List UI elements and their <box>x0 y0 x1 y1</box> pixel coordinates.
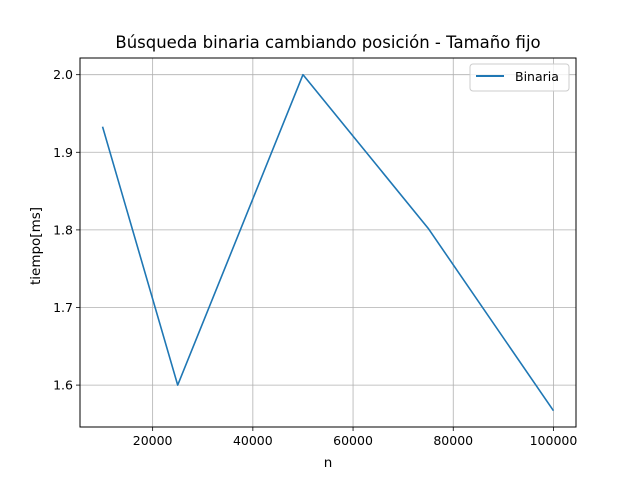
x-tick-label: 100000 <box>530 433 578 448</box>
plot-data <box>103 75 554 411</box>
x-tick-label: 60000 <box>333 433 373 448</box>
y-tick-label: 1.8 <box>53 222 73 237</box>
axis-ticks: 20000 40000 60000 80000 100000 1.6 1.7 1.8 1.9 2.… <box>53 67 577 448</box>
legend: Binaria <box>470 64 569 91</box>
legend-label: Binaria <box>515 69 559 84</box>
chart-title: Búsqueda binaria cambiando posición - Ta… <box>115 33 540 52</box>
plot-frame <box>80 58 576 427</box>
y-tick-label: 1.9 <box>53 145 73 160</box>
x-axis-label: n <box>324 455 333 471</box>
x-tick-label: 40000 <box>233 433 273 448</box>
y-axis-label: tiempo[ms] <box>28 207 44 285</box>
grid <box>80 58 576 427</box>
y-tick-label: 2.0 <box>53 67 73 82</box>
x-tick-label: 20000 <box>133 433 173 448</box>
x-tick-label: 80000 <box>433 433 473 448</box>
y-tick-label: 1.7 <box>53 300 73 315</box>
series-line-binaria <box>103 75 554 411</box>
y-tick-label: 1.6 <box>53 378 73 393</box>
